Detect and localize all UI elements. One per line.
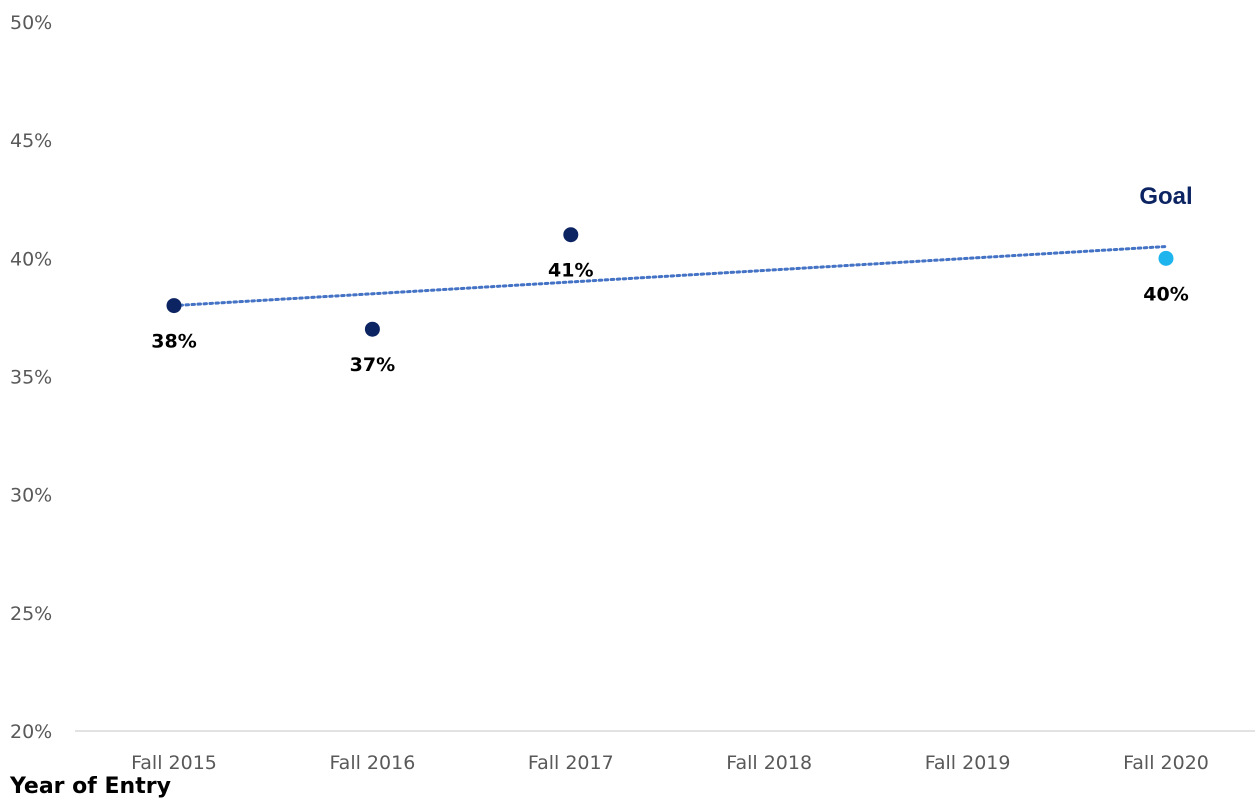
data-label: 41%	[548, 260, 593, 282]
data-label: 40%	[1143, 283, 1188, 305]
annotations: Goal	[1139, 183, 1192, 210]
data-points	[166, 227, 1174, 337]
x-axis-title: Year of Entry	[9, 774, 171, 799]
data-point	[364, 321, 380, 337]
y-tick-label: 35%	[10, 367, 52, 389]
y-tick-label: 50%	[10, 12, 52, 34]
data-label: 38%	[151, 331, 196, 353]
y-tick-label: 20%	[10, 721, 52, 743]
data-point	[1158, 250, 1174, 266]
x-tick-label: Fall 2019	[925, 752, 1011, 774]
x-axis-ticks: Fall 2015 Fall 2016 Fall 2017 Fall 2018 Fall…	[131, 752, 1209, 774]
x-tick-label: Fall 2015	[131, 752, 217, 774]
x-tick-label: Fall 2016	[330, 752, 416, 774]
x-tick-label: Fall 2018	[726, 752, 812, 774]
x-tick-label: Fall 2020	[1123, 752, 1209, 774]
y-tick-label: 40%	[10, 248, 52, 270]
y-axis-ticks: 20% 25% 30% 35% 40% 45% 50%	[10, 12, 52, 743]
trendline	[172, 245, 1168, 308]
y-tick-label: 30%	[10, 485, 52, 507]
data-point	[166, 298, 182, 314]
goal-annotation: Goal	[1139, 183, 1192, 210]
data-point	[563, 227, 579, 243]
data-label: 37%	[350, 354, 395, 376]
x-tick-label: Fall 2017	[528, 752, 614, 774]
y-tick-label: 25%	[10, 603, 52, 625]
data-labels: 38% 37% 41% 40%	[151, 260, 1188, 377]
y-tick-label: 45%	[10, 130, 52, 152]
